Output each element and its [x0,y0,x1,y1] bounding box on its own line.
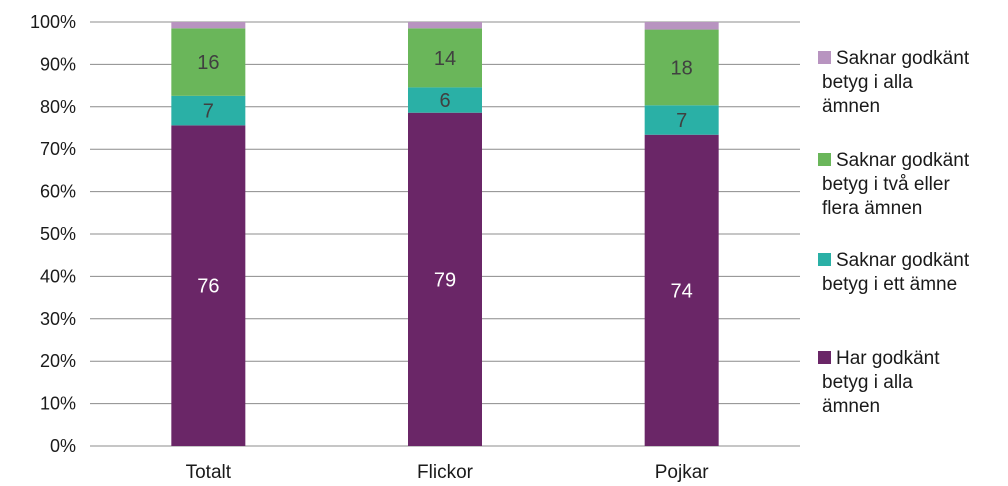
legend-swatch [818,51,831,64]
data-label: 7 [203,101,214,123]
bar-segment [408,112,482,446]
bar-segment [644,22,719,30]
y-tick-label: 50% [40,224,76,244]
x-category-label: Pojkar [655,462,710,483]
legend-label: flera ämnen [822,198,922,219]
legend-item: Saknar godkänt betyg i två eller flera ämn… [818,150,970,219]
legend-label: betyg i ett ämne [822,274,957,295]
x-category-label: Totalt [186,462,232,483]
y-tick-label: 100% [30,12,76,32]
y-tick-label: 60% [40,182,76,202]
data-label: 6 [439,90,450,112]
x-axis-category-labels: Totalt Flickor Pojkar [186,462,710,483]
bar-segment [171,125,246,446]
bar-segment [408,22,482,29]
bar-segment [171,95,246,126]
data-label: 16 [197,52,219,74]
legend-label: betyg i alla [822,72,913,93]
legend-label: ämnen [822,396,880,417]
bar-segment [644,29,719,106]
data-label: 14 [434,48,456,70]
y-tick-label: 70% [40,139,76,159]
legend-label: Saknar godkänt [836,150,970,171]
y-tick-label: 30% [40,309,76,329]
bar-segment [644,105,719,135]
legend-swatch [818,153,831,166]
legend-label: Har godkänt [836,348,940,369]
legend-swatch [818,351,831,364]
legend-label: betyg i alla [822,372,913,393]
data-label: 79 [434,269,456,291]
y-tick-label: 40% [40,266,76,286]
y-tick-label: 10% [40,394,76,414]
legend-label: ämnen [822,96,880,117]
legend-swatch [818,253,831,266]
legend-item: Saknar godkänt betyg i ett ämne [818,250,970,295]
bar-segment [171,22,246,29]
legend-label: betyg i två eller [822,174,950,195]
data-label: 74 [671,280,693,302]
y-tick-label: 0% [50,436,76,456]
data-label: 7 [676,110,687,132]
legend-label: Saknar godkänt [836,250,970,271]
y-axis-tick-labels: 0% 10% 20% 30% 40% 50% 60% 70% 80% 90% 100% [30,12,76,456]
bar-segment [408,28,482,88]
legend-item: Saknar godkänt betyg i alla ämnen [818,48,970,117]
segment-labels: 76 7 16 79 6 14 74 7 18 [197,48,693,303]
y-tick-label: 90% [40,54,76,74]
y-tick-label: 80% [40,97,76,117]
legend-label: Saknar godkänt [836,48,970,69]
bar-segment [644,134,719,446]
bars [171,22,719,446]
legend-item: Har godkänt betyg i alla ämnen [818,348,940,417]
bar-segment [408,87,482,113]
data-label: 76 [197,276,219,298]
y-tick-label: 20% [40,351,76,371]
data-label: 18 [671,57,693,79]
x-category-label: Flickor [417,462,474,483]
bar-segment [171,28,246,96]
